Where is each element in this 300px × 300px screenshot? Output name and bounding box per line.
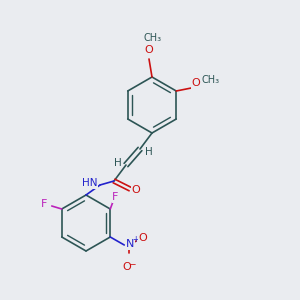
Text: O: O [123, 262, 132, 272]
Text: O: O [139, 233, 148, 243]
Text: CH₃: CH₃ [201, 75, 219, 85]
Text: F: F [112, 192, 119, 202]
Text: O: O [132, 185, 140, 195]
Text: F: F [40, 199, 47, 209]
Text: −: − [128, 260, 136, 268]
Text: CH₃: CH₃ [144, 33, 162, 43]
Text: H: H [114, 158, 122, 168]
Text: HN: HN [82, 178, 98, 188]
Text: O: O [145, 45, 153, 55]
Text: +: + [132, 236, 138, 244]
Text: N: N [126, 239, 134, 249]
Text: H: H [145, 147, 153, 157]
Text: O: O [192, 78, 201, 88]
